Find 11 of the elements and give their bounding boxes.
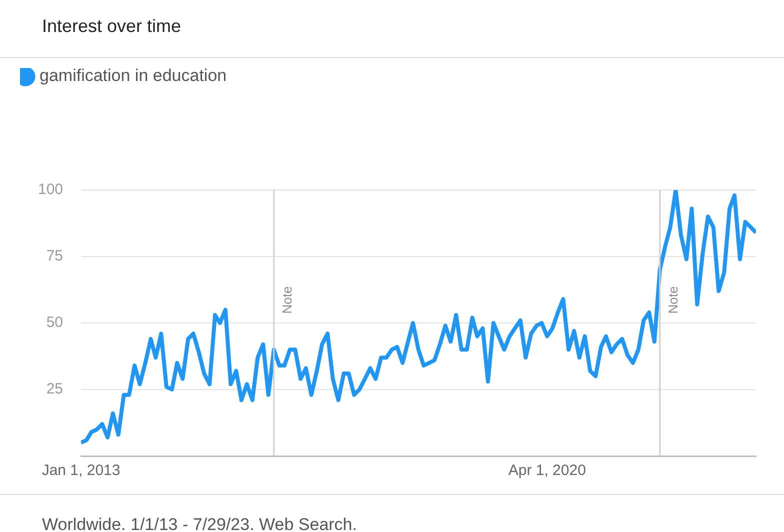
y-tick-label: 75 xyxy=(46,248,64,265)
text: Worldwide. 1/1/13 - 7/29/23. Web Search. xyxy=(0,494,784,532)
ref-line-label: Note xyxy=(279,286,294,314)
chart-title: Interest over time xyxy=(0,0,784,58)
y-tick-label: 100 xyxy=(38,181,64,198)
ref-line-label: Note xyxy=(665,286,680,314)
legend-label: gamification in education xyxy=(40,66,227,86)
x-tick-label: Jan 1, 2013 xyxy=(42,462,120,480)
x-tick-label: Apr 1, 2020 xyxy=(508,462,586,480)
y-tick-label: 25 xyxy=(46,380,64,398)
y-tick-label: 50 xyxy=(46,314,64,332)
